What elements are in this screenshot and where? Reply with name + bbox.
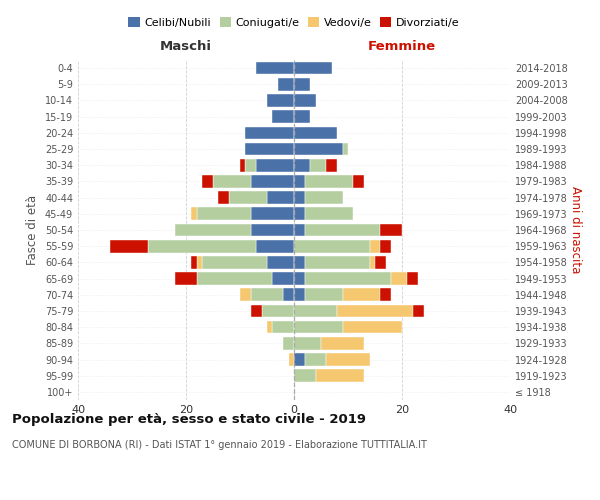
- Bar: [294, 126, 337, 139]
- Bar: [251, 208, 294, 220]
- Bar: [305, 288, 343, 301]
- Bar: [305, 224, 380, 236]
- Bar: [407, 272, 418, 285]
- Y-axis label: Anni di nascita: Anni di nascita: [569, 186, 581, 274]
- Bar: [353, 175, 364, 188]
- Bar: [294, 256, 305, 268]
- Bar: [267, 94, 294, 107]
- Bar: [256, 240, 294, 252]
- Bar: [370, 240, 380, 252]
- Bar: [326, 353, 370, 366]
- Bar: [197, 256, 202, 268]
- Bar: [375, 256, 386, 268]
- Text: Popolazione per età, sesso e stato civile - 2019: Popolazione per età, sesso e stato civil…: [12, 412, 366, 426]
- Bar: [294, 208, 305, 220]
- Text: Maschi: Maschi: [160, 40, 212, 52]
- Bar: [294, 353, 305, 366]
- Bar: [294, 175, 305, 188]
- Bar: [262, 304, 294, 318]
- Bar: [197, 208, 251, 220]
- Bar: [283, 288, 294, 301]
- Bar: [245, 126, 294, 139]
- Bar: [251, 288, 283, 301]
- Bar: [202, 256, 267, 268]
- Bar: [148, 240, 256, 252]
- Bar: [256, 62, 294, 74]
- Bar: [305, 353, 326, 366]
- Bar: [294, 159, 310, 172]
- Bar: [380, 224, 402, 236]
- Bar: [294, 192, 305, 204]
- Bar: [391, 272, 407, 285]
- Bar: [191, 208, 197, 220]
- Bar: [343, 288, 380, 301]
- Bar: [305, 256, 370, 268]
- Bar: [294, 110, 310, 123]
- Bar: [272, 272, 294, 285]
- Bar: [218, 192, 229, 204]
- Text: COMUNE DI BORBONA (RI) - Dati ISTAT 1° gennaio 2019 - Elaborazione TUTTITALIA.IT: COMUNE DI BORBONA (RI) - Dati ISTAT 1° g…: [12, 440, 427, 450]
- Bar: [272, 321, 294, 334]
- Bar: [310, 159, 326, 172]
- Bar: [229, 192, 267, 204]
- Bar: [245, 159, 256, 172]
- Bar: [294, 224, 305, 236]
- Bar: [110, 240, 148, 252]
- Bar: [278, 78, 294, 90]
- Text: Femmine: Femmine: [368, 40, 436, 52]
- Bar: [267, 256, 294, 268]
- Bar: [251, 304, 262, 318]
- Bar: [175, 224, 251, 236]
- Bar: [294, 142, 343, 156]
- Bar: [294, 78, 310, 90]
- Bar: [294, 288, 305, 301]
- Bar: [380, 240, 391, 252]
- Bar: [289, 353, 294, 366]
- Bar: [202, 175, 213, 188]
- Bar: [283, 337, 294, 349]
- Bar: [380, 288, 391, 301]
- Bar: [316, 370, 364, 382]
- Bar: [343, 142, 348, 156]
- Bar: [305, 175, 353, 188]
- Bar: [294, 321, 343, 334]
- Bar: [240, 159, 245, 172]
- Y-axis label: Fasce di età: Fasce di età: [26, 195, 39, 265]
- Bar: [272, 110, 294, 123]
- Bar: [175, 272, 197, 285]
- Bar: [294, 370, 316, 382]
- Bar: [294, 304, 337, 318]
- Bar: [256, 159, 294, 172]
- Bar: [305, 272, 391, 285]
- Bar: [251, 224, 294, 236]
- Bar: [251, 175, 294, 188]
- Bar: [413, 304, 424, 318]
- Bar: [321, 337, 364, 349]
- Bar: [191, 256, 197, 268]
- Bar: [326, 159, 337, 172]
- Bar: [267, 321, 272, 334]
- Bar: [294, 272, 305, 285]
- Bar: [343, 321, 402, 334]
- Bar: [245, 142, 294, 156]
- Bar: [305, 192, 343, 204]
- Bar: [337, 304, 413, 318]
- Bar: [370, 256, 375, 268]
- Bar: [294, 240, 370, 252]
- Bar: [305, 208, 353, 220]
- Legend: Celibi/Nubili, Coniugati/e, Vedovi/e, Divorziati/e: Celibi/Nubili, Coniugati/e, Vedovi/e, Di…: [124, 13, 464, 32]
- Bar: [267, 192, 294, 204]
- Bar: [294, 337, 321, 349]
- Bar: [294, 62, 332, 74]
- Bar: [197, 272, 272, 285]
- Bar: [240, 288, 251, 301]
- Bar: [213, 175, 251, 188]
- Bar: [294, 94, 316, 107]
